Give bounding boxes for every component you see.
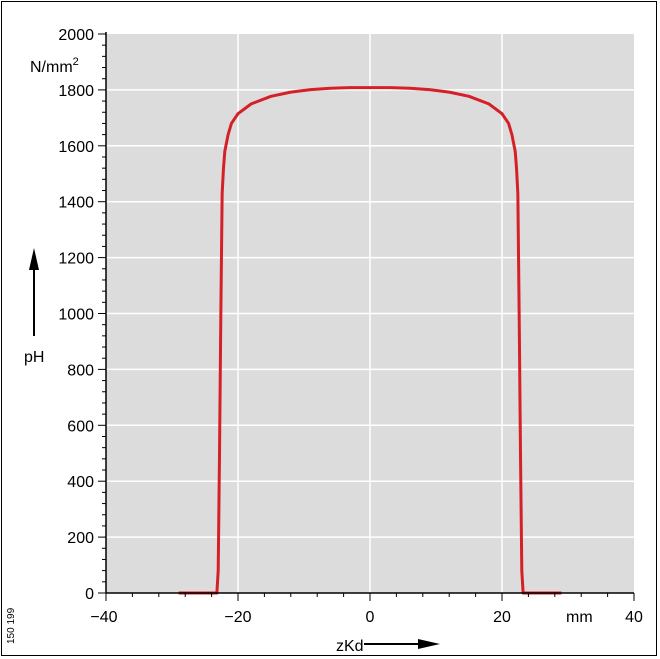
x-axis-label: zKd bbox=[336, 638, 364, 655]
y-tick-label-0: 0 bbox=[85, 586, 94, 603]
y-unit-base: N/mm bbox=[30, 59, 73, 76]
y-tick-label-1800: 1800 bbox=[58, 83, 94, 100]
y-tick-label-2000: 2000 bbox=[58, 27, 94, 44]
x-tick-label-40: 40 bbox=[625, 609, 643, 626]
x-axis-arrow-head bbox=[418, 639, 440, 649]
y-unit-label: N/mm2 bbox=[30, 56, 79, 76]
y-axis-arrow-head bbox=[29, 248, 39, 270]
y-tick-label-1000: 1000 bbox=[58, 307, 94, 324]
x-tick-label-0: 0 bbox=[366, 609, 375, 626]
y-unit-exponent: 2 bbox=[73, 56, 79, 68]
x-unit-label: mm bbox=[566, 609, 593, 626]
y-tick-label-1400: 1400 bbox=[58, 195, 94, 212]
y-tick-label-200: 200 bbox=[67, 530, 94, 547]
pressure-curve bbox=[178, 86, 562, 595]
y-tick-label-600: 600 bbox=[67, 418, 94, 435]
y-tick-label-1200: 1200 bbox=[58, 251, 94, 268]
y-tick-label-400: 400 bbox=[67, 474, 94, 491]
y-tick-label-1600: 1600 bbox=[58, 139, 94, 156]
x-tick-label--20: −20 bbox=[224, 609, 251, 626]
x-tick-label-20: 20 bbox=[493, 609, 511, 626]
x-tick-label--40: −40 bbox=[90, 609, 117, 626]
y-tick-label-800: 800 bbox=[67, 362, 94, 379]
figure-id: 150 199 bbox=[6, 607, 17, 644]
y-axis-label: pH bbox=[24, 349, 44, 366]
